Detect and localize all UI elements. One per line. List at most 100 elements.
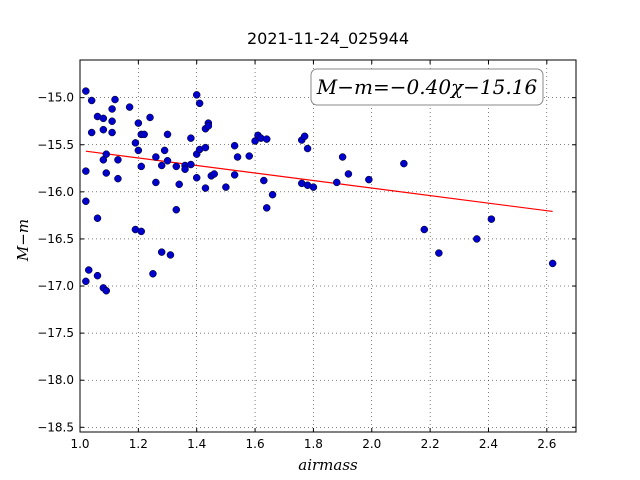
data-point xyxy=(230,171,239,179)
data-point xyxy=(114,156,122,164)
data-point xyxy=(245,152,253,160)
data-point xyxy=(134,119,143,127)
y-tick-label: −17.5 xyxy=(37,326,74,340)
data-point xyxy=(108,117,116,125)
data-point xyxy=(435,249,443,257)
data-point xyxy=(137,227,146,236)
data-point xyxy=(87,128,96,137)
data-points xyxy=(82,87,557,295)
data-point xyxy=(160,146,169,155)
data-point xyxy=(233,153,242,161)
data-point xyxy=(108,128,116,137)
data-point xyxy=(365,175,373,184)
data-point xyxy=(99,156,108,164)
data-point xyxy=(172,162,181,171)
data-point xyxy=(152,178,160,187)
data-point xyxy=(157,161,166,170)
data-point xyxy=(82,87,90,95)
x-tick-label: 2.2 xyxy=(421,437,440,451)
data-point xyxy=(163,130,172,139)
y-tick-label: −15.5 xyxy=(37,138,74,152)
data-point xyxy=(303,144,312,153)
data-point xyxy=(487,215,496,223)
data-point xyxy=(125,103,134,111)
data-point xyxy=(172,205,181,214)
data-point xyxy=(102,169,111,177)
fit-line xyxy=(85,150,553,213)
annotation-frame xyxy=(310,68,544,106)
data-point xyxy=(166,251,175,259)
data-point xyxy=(333,178,341,187)
data-point xyxy=(82,277,90,286)
y-tick-label: −18.5 xyxy=(37,420,74,434)
x-tick-label: 1.6 xyxy=(246,437,265,451)
data-point xyxy=(175,180,183,189)
x-tick-label: 1.4 xyxy=(187,437,206,451)
data-point xyxy=(187,160,195,169)
data-point xyxy=(192,173,201,182)
data-point xyxy=(195,99,204,108)
data-point xyxy=(201,143,210,152)
x-tick-label: 1.2 xyxy=(129,437,148,451)
data-point xyxy=(82,197,90,206)
data-point xyxy=(268,190,277,199)
chart-title: 2021-11-24_025944 xyxy=(247,29,409,49)
data-point xyxy=(338,153,347,161)
data-point xyxy=(181,165,189,173)
data-point xyxy=(262,135,271,143)
y-tick-label: −15.0 xyxy=(37,91,74,105)
x-tick-label: 1.8 xyxy=(304,437,323,451)
data-point xyxy=(210,170,218,178)
data-point xyxy=(204,122,213,130)
data-point xyxy=(309,183,318,191)
data-point xyxy=(82,167,90,175)
x-tick-label: 1.0 xyxy=(70,437,89,451)
data-point xyxy=(93,214,102,222)
data-point xyxy=(260,176,268,185)
data-point xyxy=(102,286,111,295)
data-point xyxy=(420,225,429,234)
data-point xyxy=(157,248,166,256)
data-point xyxy=(146,113,154,122)
data-point xyxy=(230,141,239,150)
y-axis-label: M−m xyxy=(14,219,32,262)
x-tick-label: 2.4 xyxy=(479,437,498,451)
data-point xyxy=(262,204,271,212)
data-point xyxy=(93,271,102,280)
data-point xyxy=(548,259,557,268)
data-point xyxy=(111,95,119,104)
data-point xyxy=(152,153,160,161)
data-point xyxy=(134,146,143,155)
x-tick-label: 2.0 xyxy=(362,437,381,451)
data-point xyxy=(131,139,140,147)
y-tick-label: −16.0 xyxy=(37,185,74,199)
data-point xyxy=(149,270,157,278)
data-point xyxy=(99,125,108,134)
fit-annotation-box: M−m=−0.40χ−15.16 xyxy=(310,68,544,106)
data-point xyxy=(140,130,148,139)
data-point xyxy=(201,184,210,192)
data-point xyxy=(85,266,93,274)
data-point xyxy=(300,132,309,141)
x-axis-label: airmass xyxy=(298,456,358,474)
data-point xyxy=(192,91,201,99)
data-point xyxy=(473,235,481,243)
data-point xyxy=(400,159,408,168)
y-tick-label: −17.0 xyxy=(37,279,74,293)
data-point xyxy=(87,96,96,105)
data-point xyxy=(344,170,353,178)
data-point xyxy=(163,157,172,165)
axis-ticks: 1.0 1.2 1.4 1.6 1.8 2.0 2.2 2.4 2.6 −15.0 −15.5 −16… xyxy=(37,60,576,451)
y-tick-label: −16.5 xyxy=(37,232,74,246)
data-point xyxy=(137,162,146,171)
annotation-text: M−m=−0.40χ−15.16 xyxy=(316,75,538,99)
data-point xyxy=(108,105,116,113)
data-point xyxy=(114,174,122,183)
plot-background xyxy=(80,60,576,432)
data-point xyxy=(187,134,195,142)
plot-frame xyxy=(79,59,577,433)
data-point xyxy=(99,114,108,123)
y-tick-label: −18.0 xyxy=(37,373,74,387)
x-tick-label: 2.6 xyxy=(537,437,556,451)
